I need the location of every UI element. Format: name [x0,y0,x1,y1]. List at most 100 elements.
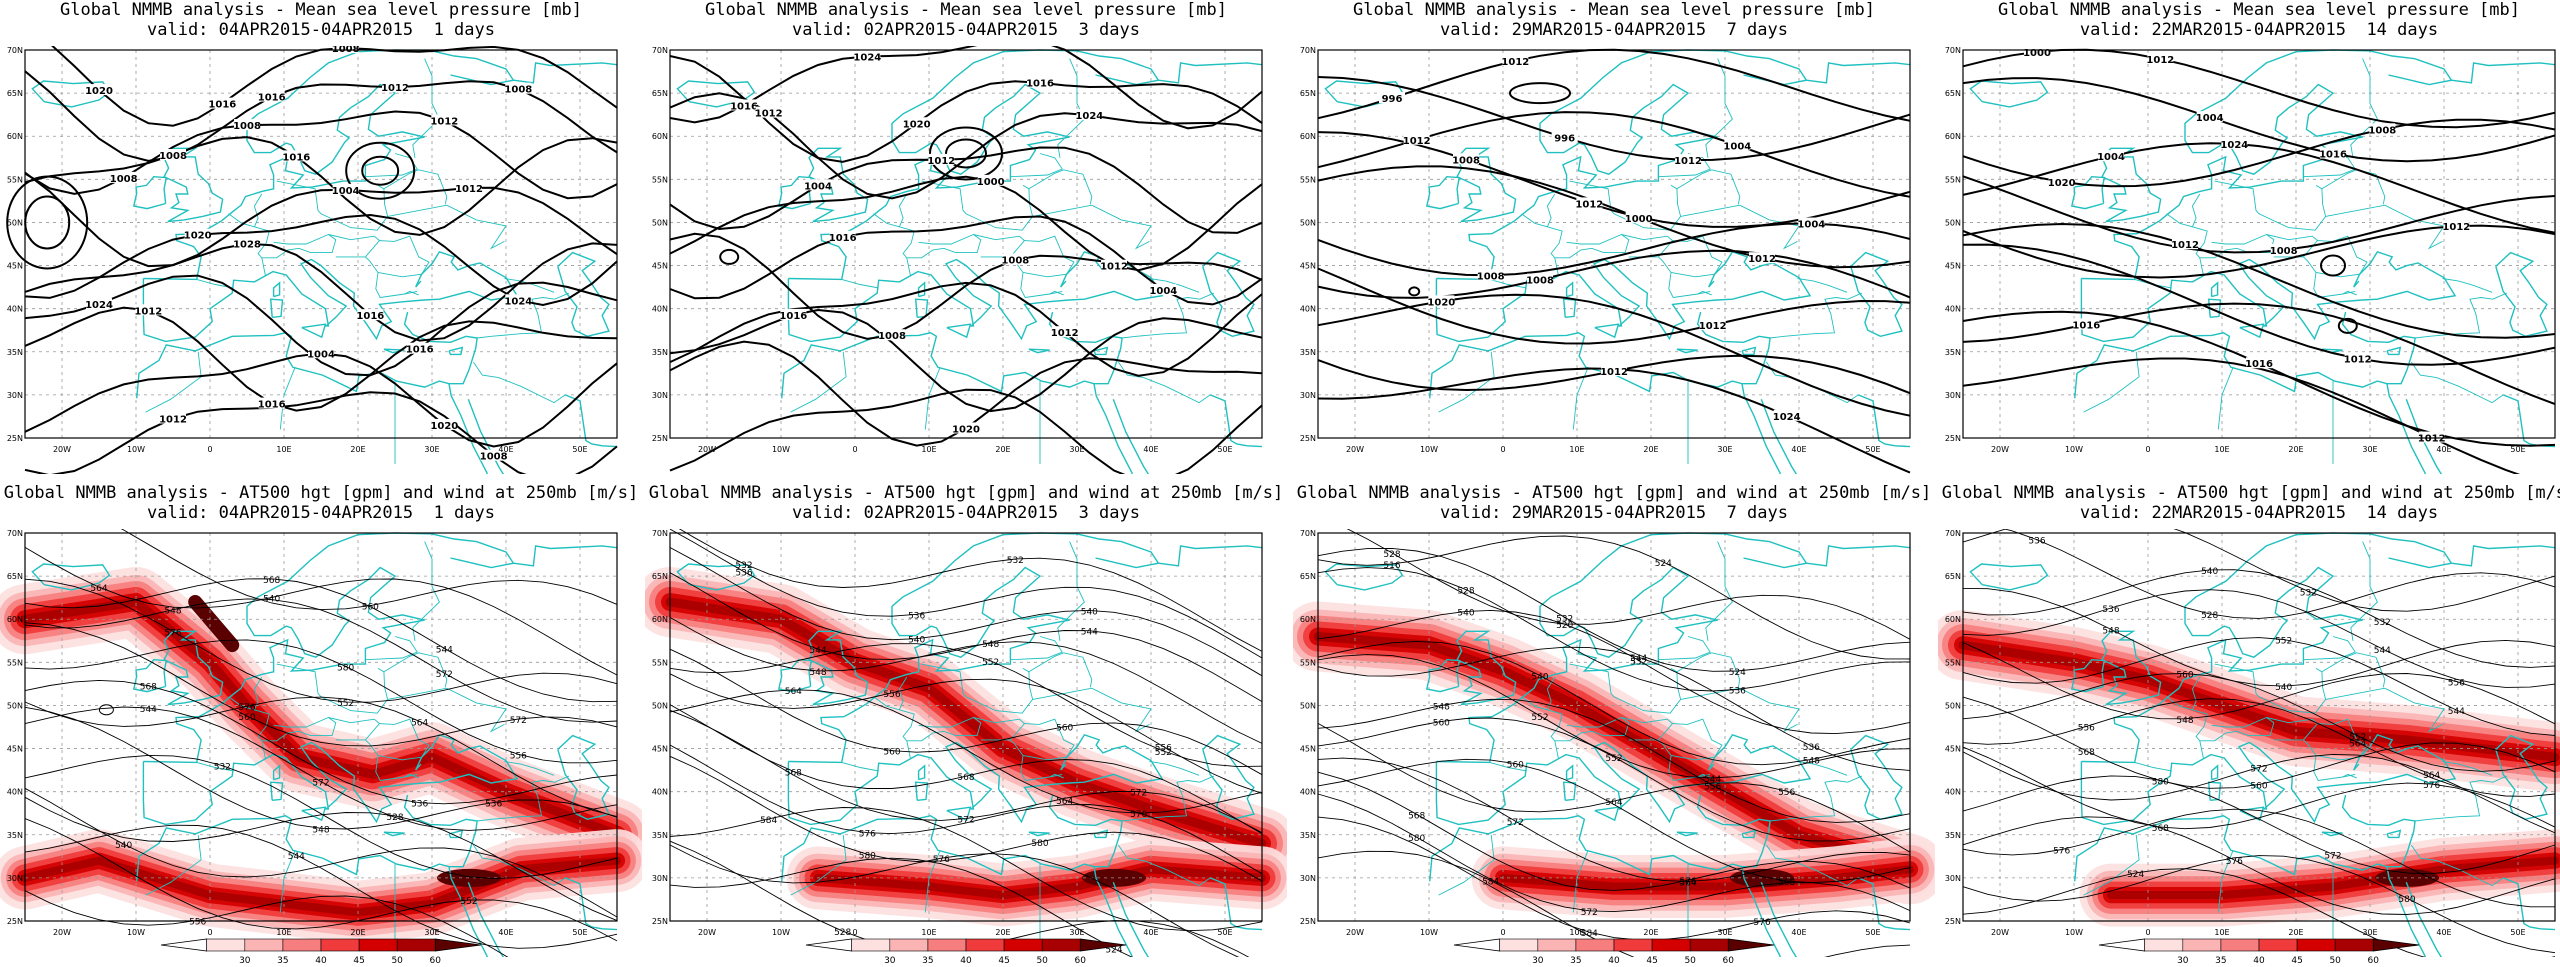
coastline [143,49,433,281]
lat-label: 50N [1300,701,1316,710]
country-border [477,292,570,339]
contour-label: 544 [288,852,305,862]
country-border [2303,636,2356,661]
colorbar-label: 40 [315,956,327,966]
contour-label: 1008 [159,151,187,162]
contour-label-bg [1379,92,1405,104]
contour-label-bg [953,422,979,434]
contour-label: 528 [1457,587,1474,597]
contour-label: 536 [485,799,502,809]
contour-label-bg [780,308,807,320]
contour-line [24,639,618,764]
lon-label: 0 [207,445,212,454]
country-border [375,272,418,298]
contour-label: 556 [1155,743,1172,753]
coastline [31,80,111,108]
colorbar-label: 45 [1646,956,1657,966]
coastline [1435,250,1812,343]
contour-label: 568 [2078,748,2095,758]
contour-line [1962,816,2556,915]
coastline [269,298,284,318]
country-border [1668,272,1711,298]
contour-label: 540 [2275,683,2292,693]
pressure-center [945,138,987,169]
contour-line [1962,642,2556,725]
lat-label: 30N [1300,391,1316,400]
contour-label: 532 [1630,657,1647,667]
contour-label: 536 [735,569,752,579]
contour-label: 564 [1056,797,1073,807]
contour-label-bg [2344,352,2371,364]
contour-label: 532 [2374,618,2391,628]
lat-label: 45N [1300,745,1316,754]
coastline [1436,532,1726,764]
country-border [1554,233,1630,259]
coastline [1093,346,1109,356]
contour-label-bg [829,230,856,242]
contour-label: 556 [2448,678,2465,688]
contour-label: 560 [238,713,255,723]
contour-label: 564 [2423,771,2440,781]
contour-line [669,281,1263,377]
contour-label-bg [1453,153,1479,165]
colorbar-label: 40 [960,956,972,966]
country-border [841,761,879,772]
coastline [2074,794,2416,882]
contour-label: 1012 [134,306,162,317]
lon-label: 10E [2214,928,2229,937]
lat-label: 25N [7,917,23,926]
contour-label: 584 [760,816,777,826]
mslp-panel-3: Global NMMB analysis - Mean sea level pr… [1293,0,1935,478]
country-border [1697,290,1712,296]
coastline [2081,49,2371,281]
contour-label: 1012 [2418,434,2446,445]
contour-label-bg [1150,283,1177,295]
contour-label-bg [805,179,831,191]
lon-label: 10E [1569,928,1584,937]
map: 1020 1016 1012 1008 1004 1024 1028 1016 1012 1004… [6,46,618,474]
coastline [132,658,168,693]
contour-label-bg [184,228,211,240]
lat-label: 40N [1300,788,1316,797]
country-border [1658,718,1723,761]
lat-label: 25N [1945,917,1961,926]
colorbar-swatch [1499,938,1539,952]
lat-label: 35N [7,348,23,357]
country-border [1569,180,1682,231]
contour-label: 1016 [2319,150,2347,161]
lat-label: 50N [652,701,668,710]
contour-label-bg [1724,139,1751,151]
coastline [808,630,869,706]
lat-label: 25N [1300,917,1316,926]
country-border [1705,58,1733,158]
contour-line [24,213,618,307]
contour-label: 548 [809,668,826,678]
coastline [1565,281,1574,298]
country-border [1010,718,1075,761]
contour-line [24,787,618,918]
contour-line [669,388,1263,474]
lat-label: 65N [7,89,23,98]
contour-label: 568 [957,773,974,783]
lon-label: 20W [53,928,71,937]
contour-label-bg [480,449,507,461]
contour-label-bg [1502,54,1529,66]
contour-label: 548 [2176,716,2193,726]
coastline [1969,80,2049,108]
contour-label: 1012 [381,83,409,94]
country-border [404,290,419,296]
contour-label-bg [382,81,408,93]
country-border [2199,716,2275,742]
contour-label: 544 [1081,628,1098,638]
lat-label: 30N [1945,874,1961,883]
pressure-center [2337,317,2358,334]
contour-line [1317,654,1911,779]
contour-line [1317,567,1911,692]
country-border [2134,761,2172,772]
lon-label: 0 [207,928,212,937]
contour-label: 572 [312,779,329,789]
coastline [1565,764,1574,781]
contour-label-bg [110,171,137,183]
lon-label: 40E [1143,445,1158,454]
country-border [1032,204,1152,250]
